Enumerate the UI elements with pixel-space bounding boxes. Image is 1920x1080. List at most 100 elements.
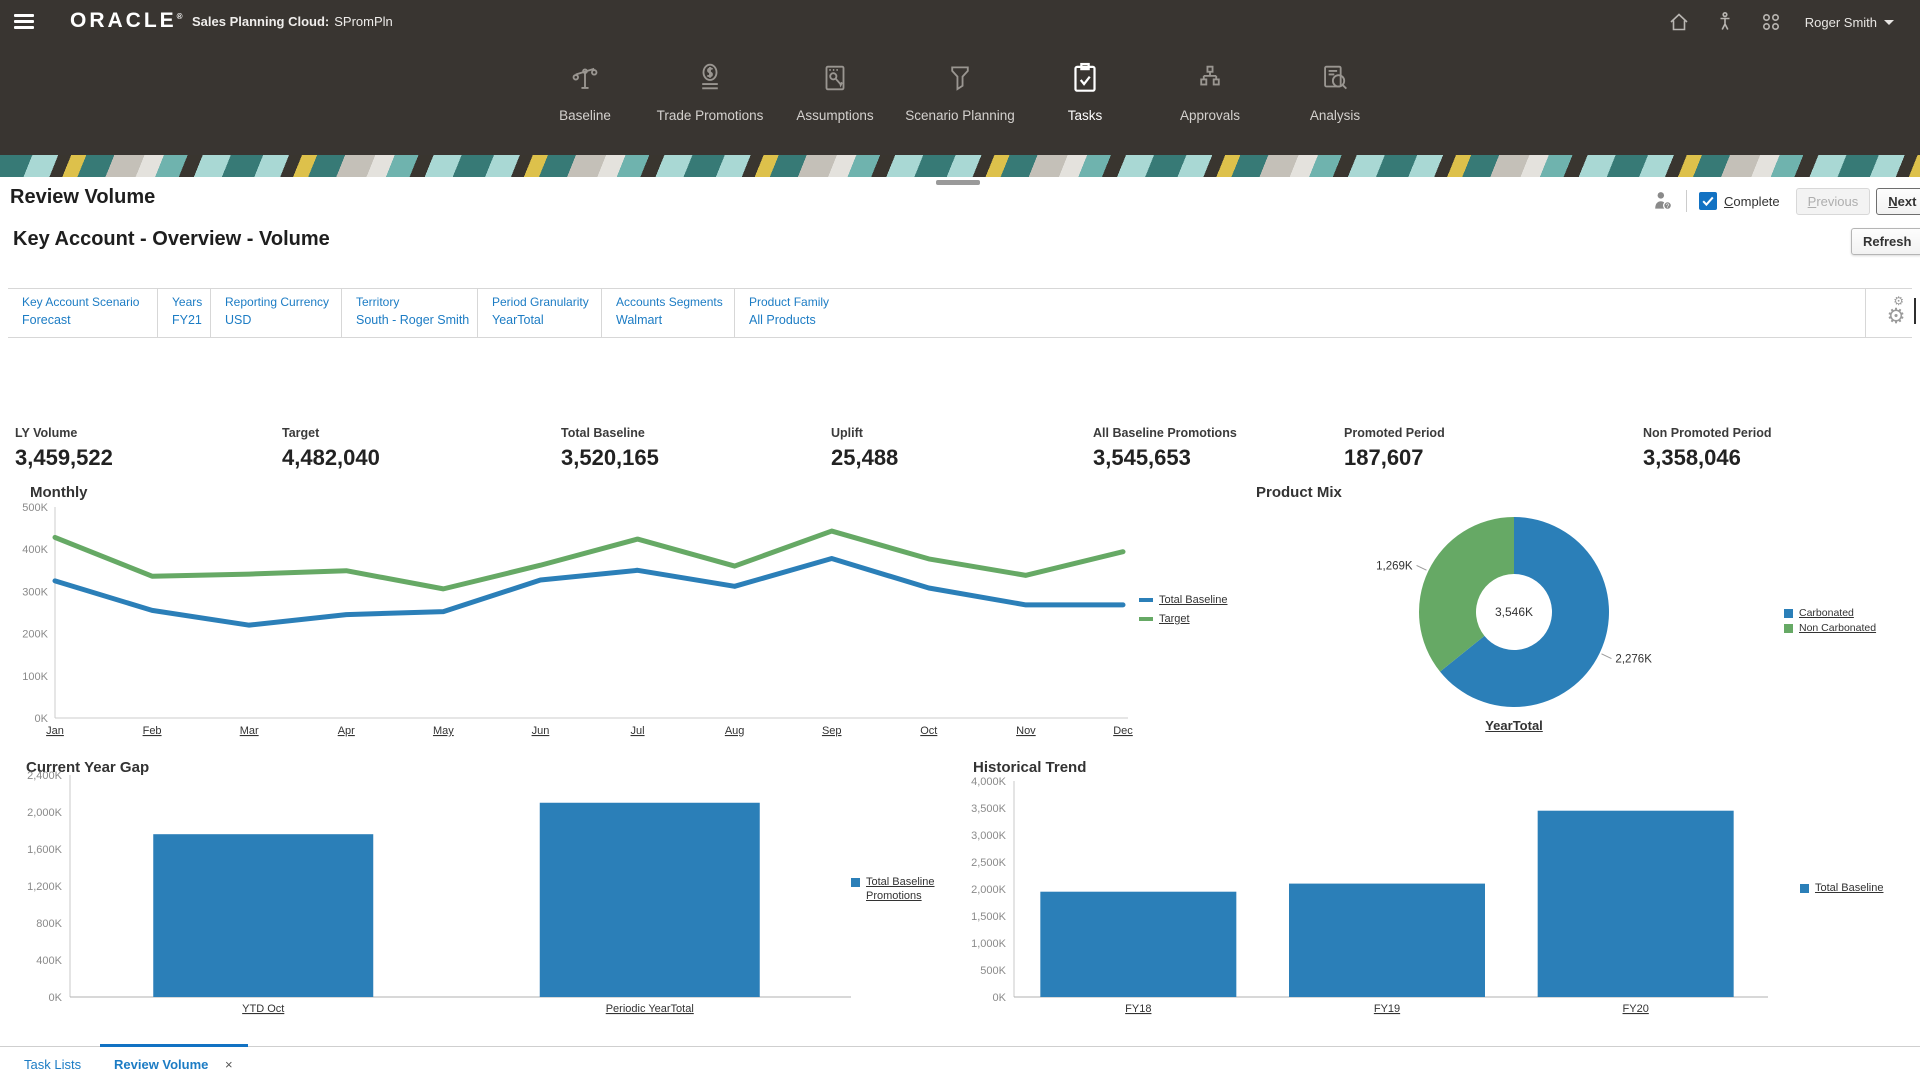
kpi-total-baseline: Total Baseline3,520,165 — [561, 426, 659, 471]
user-menu[interactable]: Roger Smith — [1805, 15, 1894, 30]
svg-text:1,000K: 1,000K — [971, 938, 1007, 950]
nav-item-scenario-planning[interactable]: Scenario Planning — [898, 44, 1023, 155]
bar[interactable] — [1040, 892, 1236, 997]
bar[interactable] — [540, 803, 760, 997]
previous-button[interactable]: Previous — [1796, 188, 1871, 215]
task-owner-icon[interactable]: ? — [1650, 188, 1676, 214]
footer-tab-bar: Task Lists Review Volume × — [0, 1046, 1920, 1080]
svg-text:2,500K: 2,500K — [971, 857, 1007, 869]
pov-settings[interactable]: ⚙ ⚙ — [1866, 289, 1912, 337]
bar[interactable] — [1289, 884, 1485, 997]
app-bar: ORACLE® Sales Planning Cloud:SPromPln Ro… — [0, 0, 1920, 44]
pov-key-account-scenario[interactable]: Key Account Scenario Forecast — [8, 289, 158, 337]
legend-item-carbonated[interactable]: Carbonated — [1784, 607, 1876, 620]
svg-text:4,000K: 4,000K — [971, 776, 1007, 788]
home-icon[interactable] — [1667, 10, 1691, 34]
page-title: Review Volume — [10, 186, 155, 209]
pov-product-family[interactable]: Product Family All Products — [735, 289, 1866, 337]
svg-text:300K: 300K — [22, 586, 48, 598]
pov-accounts-segments[interactable]: Accounts Segments Walmart — [602, 289, 735, 337]
bar[interactable] — [1538, 811, 1734, 997]
x-axis-label[interactable]: Jun — [532, 725, 550, 737]
svg-text:3,500K: 3,500K — [971, 803, 1007, 815]
accessibility-icon[interactable] — [1713, 10, 1737, 34]
kpi-all-baseline-promotions: All Baseline Promotions3,545,653 — [1093, 426, 1237, 471]
x-axis-label[interactable]: May — [433, 725, 454, 737]
x-axis-label[interactable]: Jul — [631, 725, 645, 737]
nav-label: Scenario Planning — [898, 108, 1023, 123]
tasks-icon — [1066, 59, 1104, 97]
nav-item-trade-promotions[interactable]: Trade Promotions — [648, 44, 773, 155]
x-axis-label[interactable]: Feb — [143, 725, 162, 737]
settings-gear-icon[interactable]: ⚙ — [1887, 306, 1906, 327]
line-series[interactable] — [55, 531, 1123, 589]
registered-mark: ® — [177, 12, 183, 21]
navigator-grid-icon[interactable] — [1759, 10, 1783, 34]
x-axis-label[interactable]: Jan — [46, 725, 64, 737]
pov-period-granularity[interactable]: Period Granularity YearTotal — [478, 289, 602, 337]
nav-label: Approvals — [1148, 108, 1273, 123]
x-axis-label[interactable]: Mar — [240, 725, 259, 737]
nav-item-analysis[interactable]: Analysis — [1273, 44, 1398, 155]
nav-item-tasks[interactable]: Tasks — [1023, 44, 1148, 155]
refresh-button[interactable]: Refresh — [1851, 228, 1920, 255]
bar[interactable] — [153, 834, 373, 997]
pov-reporting-currency[interactable]: Reporting Currency USD — [211, 289, 342, 337]
tab-task-lists[interactable]: Task Lists — [24, 1057, 81, 1072]
donut-footer-label[interactable]: YearTotal — [1414, 718, 1614, 733]
svg-text:2,400K: 2,400K — [27, 770, 63, 782]
product-mix-legend: Carbonated Non Carbonated — [1784, 607, 1876, 640]
legend-item-target[interactable]: Target — [1139, 613, 1228, 627]
oracle-logo: ORACLE® — [70, 9, 183, 33]
scenario-planning-icon — [943, 61, 977, 95]
nav-item-assumptions[interactable]: Assumptions — [773, 44, 898, 155]
x-axis-label[interactable]: YTD Oct — [242, 1003, 284, 1015]
x-axis-label[interactable]: Oct — [920, 725, 937, 737]
kpi-target: Target4,482,040 — [282, 426, 380, 471]
nav-label: Tasks — [1023, 108, 1148, 123]
svg-text:400K: 400K — [22, 544, 48, 556]
svg-text:100K: 100K — [22, 671, 48, 683]
legend-item-total-baseline-promotions[interactable]: Total Baseline Promotions — [851, 876, 963, 904]
x-axis-label[interactable]: Dec — [1113, 725, 1133, 737]
x-axis-label[interactable]: Sep — [822, 725, 842, 737]
assumptions-icon — [818, 61, 852, 95]
svg-text:2,000K: 2,000K — [971, 884, 1007, 896]
collapse-handle[interactable] — [936, 180, 980, 185]
legend-item-non-carbonated[interactable]: Non Carbonated — [1784, 622, 1876, 635]
nav-item-baseline[interactable]: Baseline — [523, 44, 648, 155]
nav-label: Trade Promotions — [648, 108, 773, 123]
product-mix-donut-chart: 2,276K1,269K3,546K — [1330, 500, 1710, 718]
tab-close-icon[interactable]: × — [225, 1057, 233, 1072]
hamburger-menu-icon[interactable] — [14, 11, 38, 33]
complete-checkbox[interactable] — [1699, 192, 1717, 210]
monthly-line-chart: 0K100K200K300K400K500KJanFebMarAprMayJun… — [0, 498, 1140, 776]
x-axis-label[interactable]: Aug — [725, 725, 745, 737]
x-axis-label[interactable]: Periodic YearTotal — [606, 1003, 694, 1015]
pov-territory[interactable]: Territory South - Roger Smith — [342, 289, 478, 337]
app-title: Sales Planning Cloud:SPromPln — [192, 14, 393, 29]
x-axis-label[interactable]: FY20 — [1623, 1003, 1649, 1015]
chevron-down-icon — [1884, 20, 1894, 25]
svg-text:500K: 500K — [980, 965, 1006, 977]
next-button[interactable]: Next — [1876, 188, 1920, 215]
pov-years[interactable]: Years FY21 — [158, 289, 211, 337]
tab-review-volume[interactable]: Review Volume — [114, 1057, 208, 1072]
x-axis-label[interactable]: FY19 — [1374, 1003, 1400, 1015]
x-axis-label[interactable]: Nov — [1016, 725, 1036, 737]
nav-label: Assumptions — [773, 108, 898, 123]
x-axis-label[interactable]: Apr — [338, 725, 355, 737]
nav-item-approvals[interactable]: Approvals — [1148, 44, 1273, 155]
approvals-icon — [1193, 61, 1227, 95]
complete-label[interactable]: Complete — [1724, 194, 1780, 209]
decorative-banner — [0, 155, 1920, 177]
product-mix-title: Product Mix — [1256, 484, 1342, 501]
x-axis-label[interactable]: FY18 — [1125, 1003, 1151, 1015]
legend-item-total-baseline[interactable]: Total Baseline — [1139, 594, 1228, 608]
legend-item-total-baseline[interactable]: Total Baseline — [1800, 882, 1884, 896]
current-year-gap-legend: Total Baseline Promotions — [851, 876, 963, 909]
line-series[interactable] — [55, 558, 1123, 625]
settings-gear-small-icon: ⚙ — [1893, 294, 1904, 308]
kpi-uplift: Uplift25,488 — [831, 426, 898, 471]
nav-label: Baseline — [523, 108, 648, 123]
